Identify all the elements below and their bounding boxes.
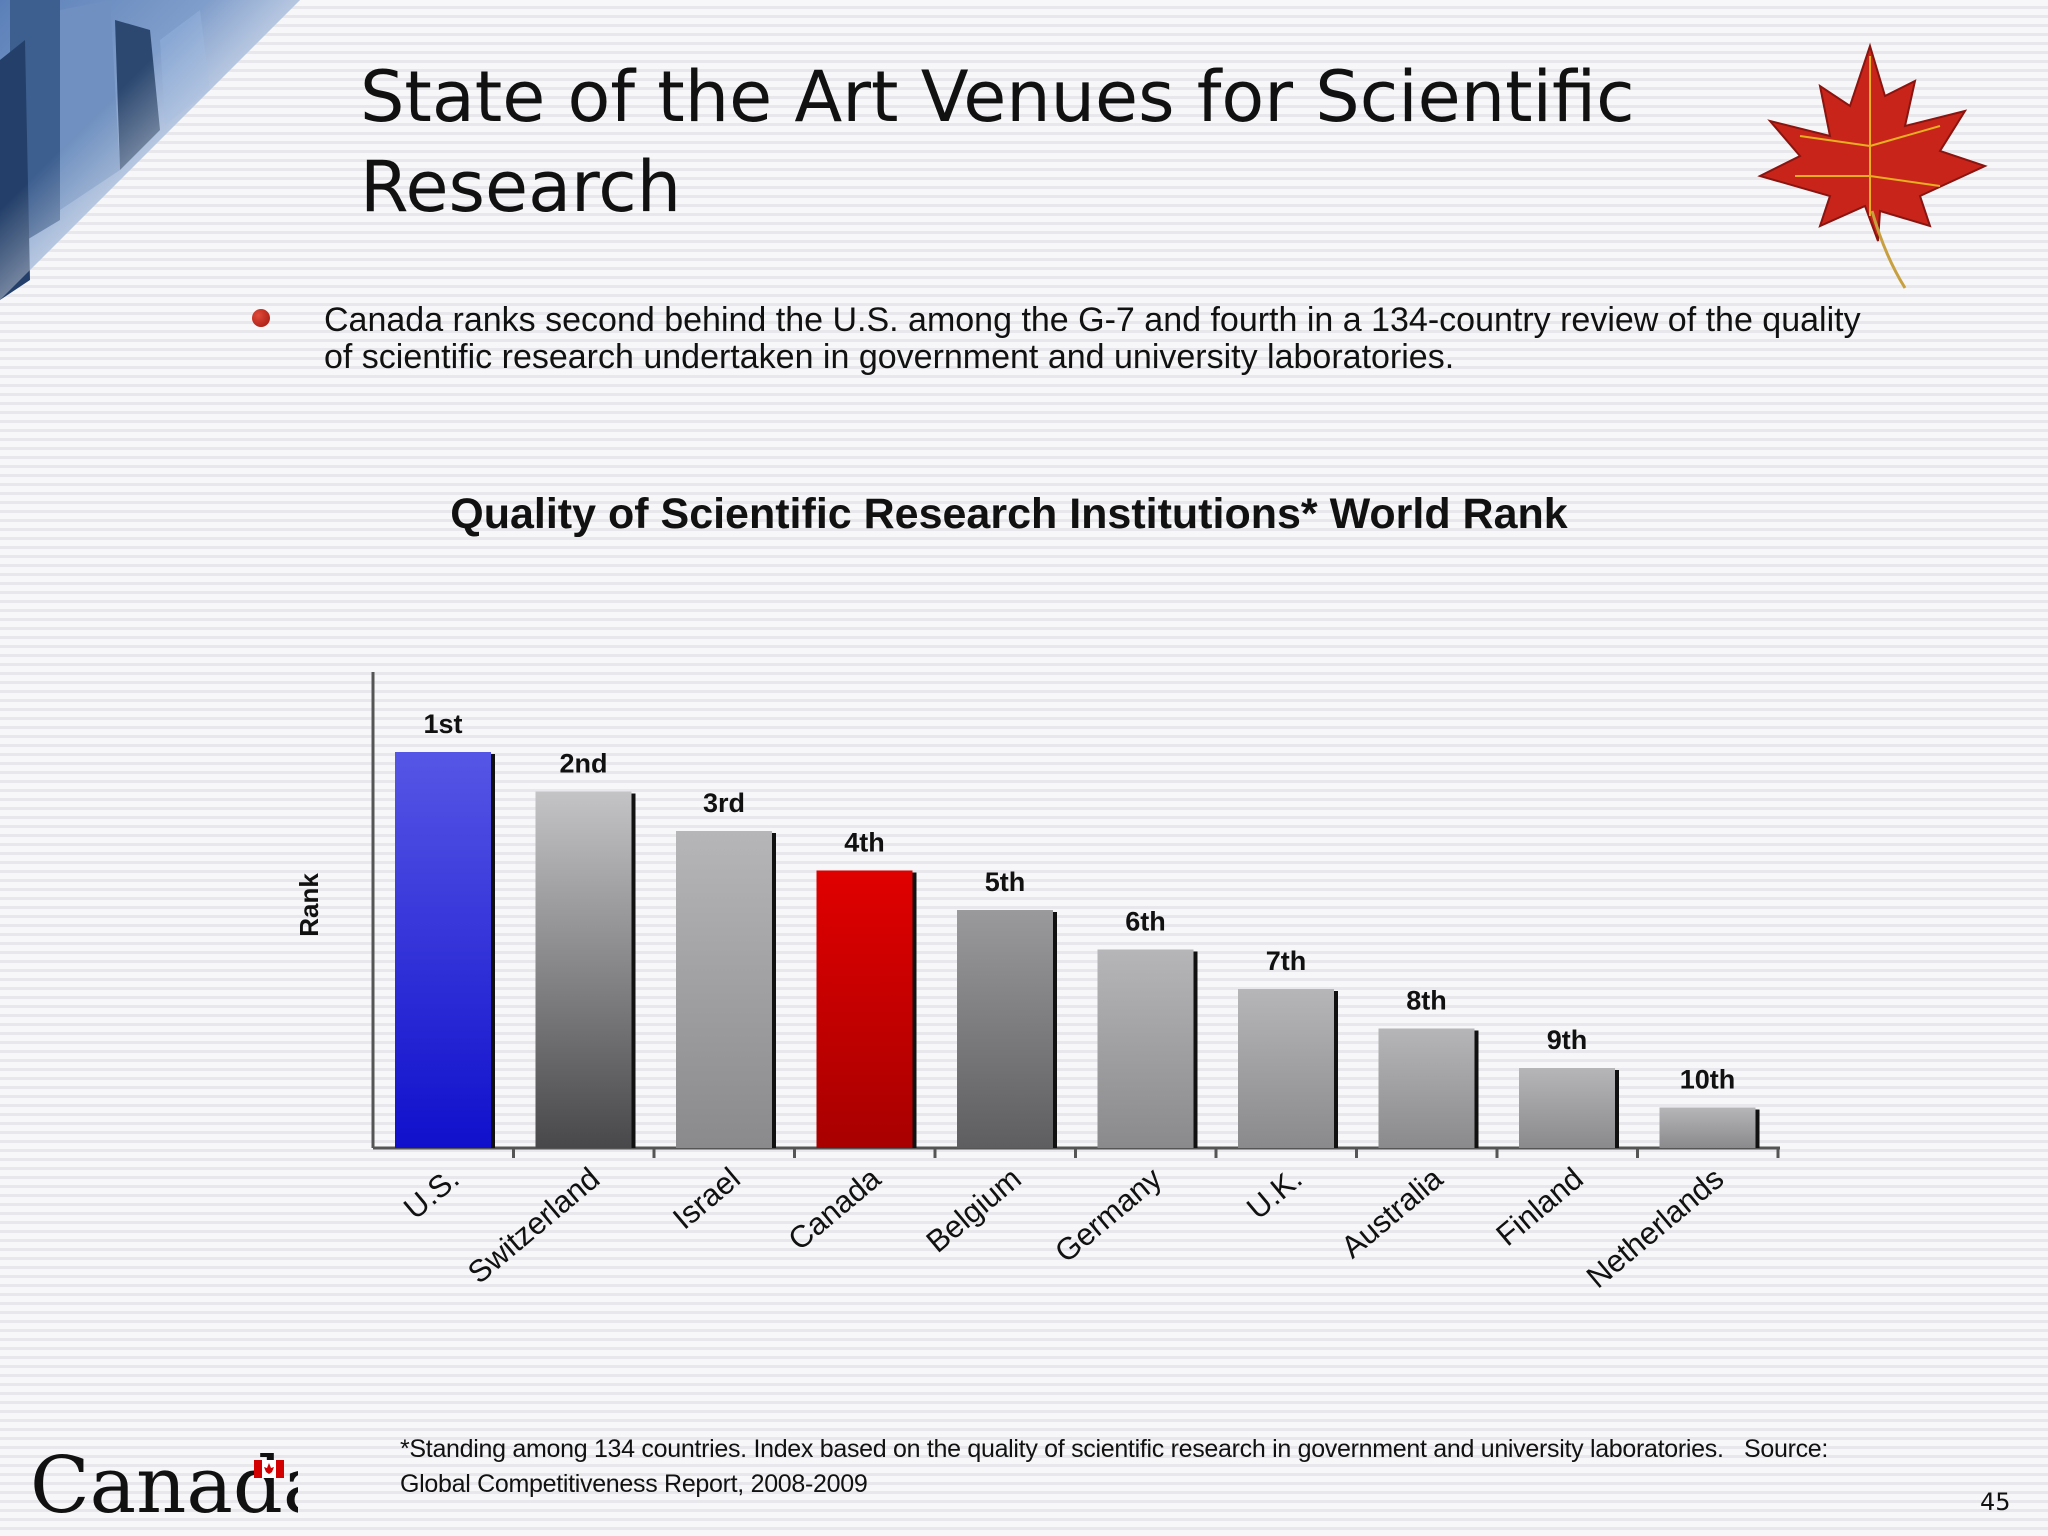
footnote-text: *Standing among 134 countries. Index bas… xyxy=(400,1435,1724,1463)
rank-bar-chart: Rank 1st U.S. 2nd Switzerland 3rd Israel 4th Ca… xyxy=(294,672,1780,1295)
chart-title: Quality of Scientific Research Instituti… xyxy=(450,490,1568,538)
category-label: Israel xyxy=(666,1161,747,1237)
data-label: 3rd xyxy=(703,788,745,818)
wordmark-text: Canada xyxy=(30,1441,298,1520)
source-text: Global Competitiveness Report, 2008-2009 xyxy=(400,1470,868,1498)
bar-switzerland xyxy=(535,791,632,1148)
canada-wordmark-logo: Canada xyxy=(30,1441,298,1520)
bar-belgium xyxy=(957,910,1053,1148)
maple-leaf-icon xyxy=(1757,42,1988,289)
bar-germany xyxy=(1097,949,1194,1148)
bar-canada xyxy=(816,870,913,1148)
source-label: Source: xyxy=(1744,1435,1829,1463)
data-label: 1st xyxy=(423,709,462,739)
bullet-dot xyxy=(252,309,270,327)
category-label: Belgium xyxy=(919,1161,1027,1260)
data-label: 9th xyxy=(1547,1025,1588,1055)
data-label: 4th xyxy=(844,828,885,858)
data-label: 6th xyxy=(1125,907,1166,937)
bar-u-s xyxy=(395,752,491,1148)
bar-australia xyxy=(1378,1028,1475,1148)
data-label: 2nd xyxy=(559,749,607,779)
data-label: 8th xyxy=(1406,986,1447,1016)
page-number: 45 xyxy=(1980,1488,2011,1516)
category-label: Germany xyxy=(1048,1160,1169,1269)
data-label: 7th xyxy=(1266,946,1307,976)
bar-u-k xyxy=(1238,989,1334,1148)
category-label: Australia xyxy=(1334,1160,1449,1265)
category-label: U.S. xyxy=(397,1161,466,1227)
category-label: Finland xyxy=(1489,1161,1589,1253)
bullet-text: Canada ranks second behind the U.S. amon… xyxy=(324,301,1861,376)
data-label: 5th xyxy=(985,867,1026,897)
bar-finland xyxy=(1519,1068,1615,1148)
category-label: Switzerland xyxy=(461,1161,606,1291)
bar-israel xyxy=(676,831,772,1148)
footnote: *Standing among 134 countries. Index bas… xyxy=(400,1432,1880,1502)
city-buildings-photo xyxy=(0,0,300,300)
category-label: U.K. xyxy=(1240,1161,1309,1227)
data-label: 10th xyxy=(1680,1065,1736,1095)
y-axis-label: Rank xyxy=(294,873,324,937)
bar-netherlands xyxy=(1659,1107,1756,1148)
category-label: Netherlands xyxy=(1580,1161,1731,1295)
slide-title: State of the Art Venues for Scientific R… xyxy=(360,56,1635,228)
category-label: Canada xyxy=(782,1160,888,1257)
